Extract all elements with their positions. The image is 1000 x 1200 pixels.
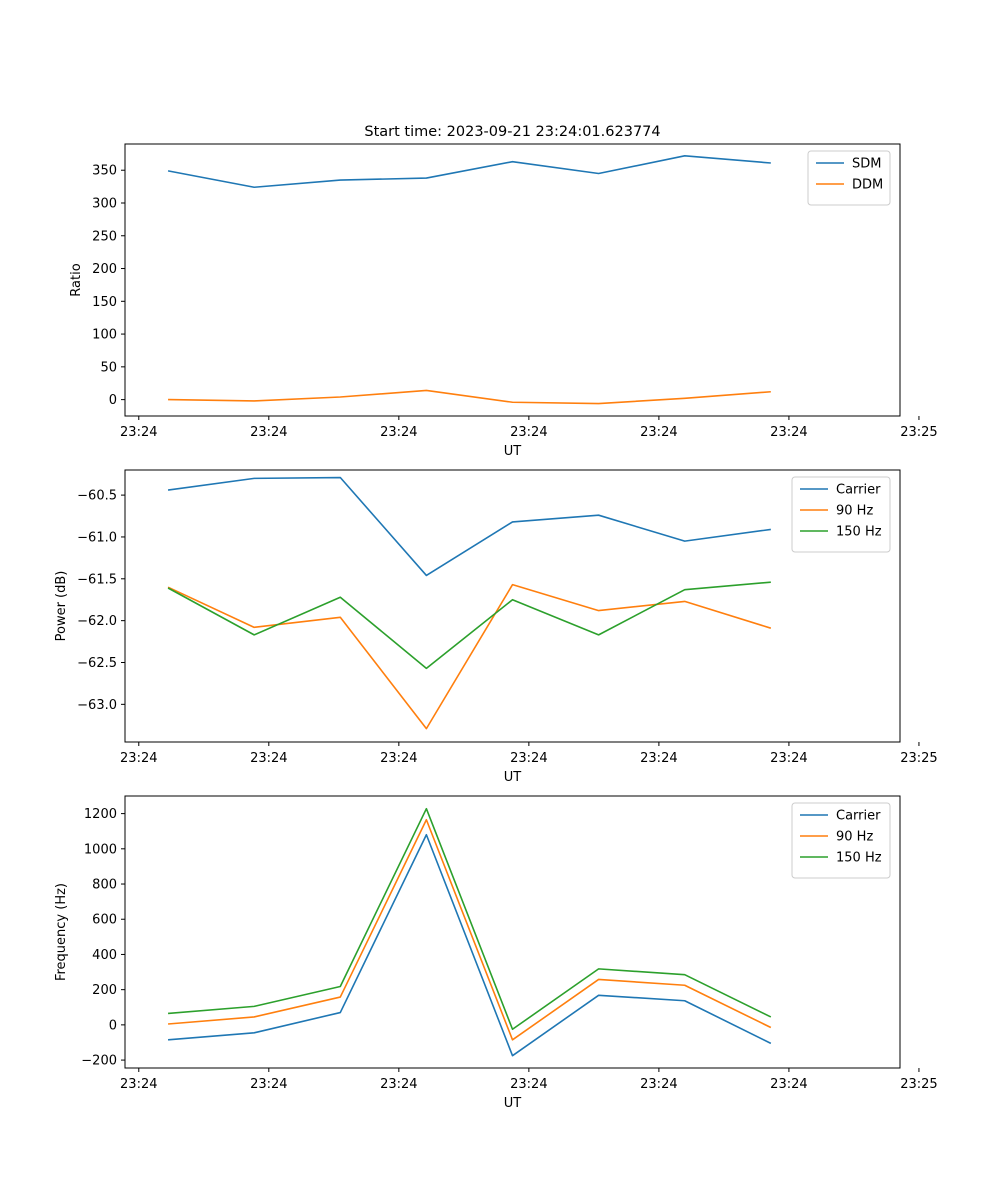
- y-axis-label: Frequency (Hz): [54, 883, 69, 981]
- series-line-90-hz: [167, 583, 772, 730]
- y-tick-label: 0: [109, 393, 117, 408]
- y-tick-label: 400: [92, 948, 117, 963]
- y-axis-label: Power (dB): [54, 571, 69, 642]
- y-axis-label: Ratio: [69, 263, 84, 296]
- x-tick-label: 23:24: [250, 751, 287, 766]
- y-tick-label: −62.5: [77, 656, 117, 671]
- x-axis-label: UT: [504, 770, 522, 785]
- x-tick-label: 23:25: [900, 425, 937, 440]
- x-tick-label: 23:24: [510, 1077, 547, 1092]
- y-tick-label: 1200: [84, 807, 117, 822]
- y-tick-label: 600: [92, 913, 117, 928]
- legend-label: SDM: [852, 157, 881, 172]
- y-tick-label: 50: [100, 360, 117, 375]
- y-tick-label: −200: [81, 1054, 117, 1069]
- series-line-carrier: [167, 476, 771, 577]
- x-tick-label: 23:24: [640, 425, 677, 440]
- y-tick-label: 250: [92, 229, 117, 244]
- y-tick-label: 200: [92, 983, 117, 998]
- x-tick-label: 23:24: [770, 1077, 807, 1092]
- x-tick-label: 23:24: [120, 751, 157, 766]
- series-line-carrier: [167, 833, 772, 1057]
- y-tick-label: 1000: [84, 842, 117, 857]
- y-tick-label: −61.5: [77, 572, 117, 587]
- y-tick-label: −60.5: [77, 489, 117, 504]
- x-tick-label: 23:24: [380, 425, 417, 440]
- y-tick-label: −62.0: [77, 614, 117, 629]
- chart-panel-3: 23:24 23:24 23:24 23:24 23:24 23:24 23:25 −200 0…: [54, 795, 938, 1111]
- x-tick-label: 23:25: [900, 1077, 937, 1092]
- x-tick-label: 23:24: [120, 425, 157, 440]
- legend-label: 150 Hz: [836, 525, 882, 540]
- legend-label: 150 Hz: [836, 851, 882, 866]
- y-tick-label: 300: [92, 196, 117, 211]
- x-tick-label: 23:24: [770, 425, 807, 440]
- series-line-150-hz: [167, 807, 772, 1031]
- x-tick-label: 23:24: [380, 751, 417, 766]
- x-tick-label: 23:24: [640, 751, 677, 766]
- legend-label: Carrier: [836, 809, 881, 824]
- x-tick-label: 23:24: [250, 1077, 287, 1092]
- plot-frame: [124, 143, 901, 417]
- y-tick-label: 150: [92, 295, 117, 310]
- chart-panel-2: 23:24 23:24 23:24 23:24 23:24 23:24 23:25 −63.0…: [54, 469, 938, 785]
- x-tick-label: 23:24: [510, 425, 547, 440]
- x-tick-label: 23:25: [900, 751, 937, 766]
- y-tick-label: 0: [109, 1018, 117, 1033]
- x-tick-label: 23:24: [380, 1077, 417, 1092]
- legend-box: [791, 802, 891, 879]
- y-tick-label: 100: [92, 328, 117, 343]
- legend-label: 90 Hz: [836, 830, 873, 845]
- legend-box: [791, 476, 891, 553]
- series-line-sdm: [167, 155, 771, 189]
- legend-label: DDM: [852, 178, 883, 193]
- series-line-ddm: [168, 389, 771, 405]
- x-tick-label: 23:24: [510, 751, 547, 766]
- y-tick-label: 800: [92, 878, 117, 893]
- legend-label: 90 Hz: [836, 504, 873, 519]
- x-tick-label: 23:24: [640, 1077, 677, 1092]
- y-tick-label: 350: [92, 164, 117, 179]
- legend-label: Carrier: [836, 483, 881, 498]
- legend-box: [807, 150, 891, 206]
- y-tick-label: 200: [92, 262, 117, 277]
- plot-frame: [124, 469, 901, 743]
- chart-title: Start time: 2023-09-21 23:24:01.623774: [364, 124, 660, 140]
- plot-frame: [124, 795, 901, 1069]
- x-tick-label: 23:24: [770, 751, 807, 766]
- y-tick-label: −61.0: [77, 530, 117, 545]
- series-line-90-hz: [167, 818, 772, 1041]
- x-tick-label: 23:24: [120, 1077, 157, 1092]
- y-tick-label: −63.0: [77, 698, 117, 713]
- series-line-150-hz: [167, 581, 771, 670]
- x-axis-label: UT: [504, 444, 522, 459]
- chart-panel-1: Start time: 2023-09-21 23:24:01.623774 23…: [69, 124, 938, 459]
- x-axis-label: UT: [504, 1096, 522, 1111]
- x-tick-label: 23:24: [250, 425, 287, 440]
